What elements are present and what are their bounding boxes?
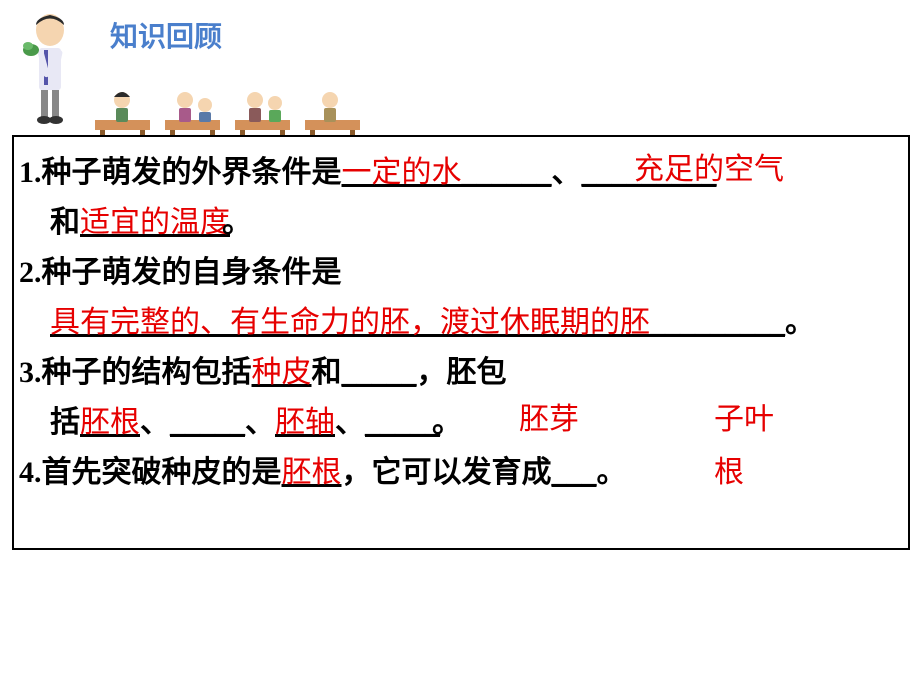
q3-ans1: 种皮 bbox=[252, 356, 312, 389]
q1-l2-and: 和 bbox=[50, 206, 80, 239]
q4-num: 4. bbox=[19, 456, 42, 489]
q1-line2: 和适宜的温度。 bbox=[50, 197, 260, 241]
teacher-illustration bbox=[15, 10, 85, 130]
q1-ans1: 一定的水 bbox=[342, 156, 462, 189]
q4-text2: ，它可以发育成 bbox=[342, 456, 552, 489]
content-box: 1.种子萌发的外界条件是一定的水______、_________ 充足的空气 和… bbox=[12, 135, 910, 550]
q3-ans4: 胚芽 bbox=[519, 394, 579, 438]
q2-line2: 具有完整的、有生命力的胚，渡过休眠期的胚_________。 bbox=[50, 297, 815, 341]
q1-ans3: 适宜的温度 bbox=[80, 206, 230, 239]
q3-sep3: 、 bbox=[335, 406, 365, 439]
q4-blank1: ___ bbox=[552, 456, 597, 489]
q3-ans2: 胚根 bbox=[80, 406, 140, 439]
q2-num: 2. bbox=[19, 256, 42, 289]
q2-line1: 2.种子萌发的自身条件是 bbox=[19, 247, 342, 291]
q4-ans1: 胚根 bbox=[282, 456, 342, 489]
q1-num: 1. bbox=[19, 156, 42, 189]
q2-period: 。 bbox=[785, 306, 815, 339]
q3-blank1: _____ bbox=[342, 356, 417, 389]
q4-text1: 首先突破种皮的是 bbox=[42, 456, 282, 489]
q1-line1: 1.种子萌发的外界条件是一定的水______、_________ bbox=[19, 147, 717, 191]
q3-l2-kuo: 括 bbox=[50, 406, 80, 439]
q1-text1: 种子萌发的外界条件是 bbox=[42, 156, 342, 189]
q3-ans5: 子叶 bbox=[714, 394, 774, 438]
q3-sep2: 、 bbox=[245, 406, 275, 439]
q3-and: 和 bbox=[312, 356, 342, 389]
q1-blank1: ______ bbox=[462, 156, 552, 189]
q3-sep1: 、 bbox=[140, 406, 170, 439]
q2-blank: _________ bbox=[650, 306, 785, 339]
q4-ans2: 根 bbox=[714, 447, 744, 491]
q4-period: 。 bbox=[597, 456, 627, 489]
q3-period: 。 bbox=[432, 406, 462, 439]
q3-line2: 括胚根、_____、胚轴、_____。 bbox=[50, 397, 470, 441]
q1-sep: 、 bbox=[552, 156, 582, 189]
q4-line1: 4.首先突破种皮的是胚根，它可以发育成___。 bbox=[19, 447, 627, 491]
q3-text1: 种子的结构包括 bbox=[42, 356, 252, 389]
q3-ans3: 胚轴 bbox=[275, 406, 335, 439]
page-title: 知识回顾 bbox=[110, 15, 222, 55]
q3-line1: 3.种子的结构包括种皮和_____，胚包 bbox=[19, 347, 507, 391]
q2-text1: 种子萌发的自身条件是 bbox=[42, 256, 342, 289]
q1-period: 。 bbox=[222, 206, 252, 239]
q3-num: 3. bbox=[19, 356, 42, 389]
header-area: 知识回顾 bbox=[0, 0, 920, 135]
q3-blank3: _____ bbox=[365, 406, 440, 439]
q3-blank2: _____ bbox=[170, 406, 245, 439]
q3-text2: ，胚包 bbox=[417, 356, 507, 389]
q2-ans1: 具有完整的、有生命力的胚，渡过休眠期的胚 bbox=[50, 306, 650, 339]
q1-ans2: 充足的空气 bbox=[634, 144, 784, 188]
